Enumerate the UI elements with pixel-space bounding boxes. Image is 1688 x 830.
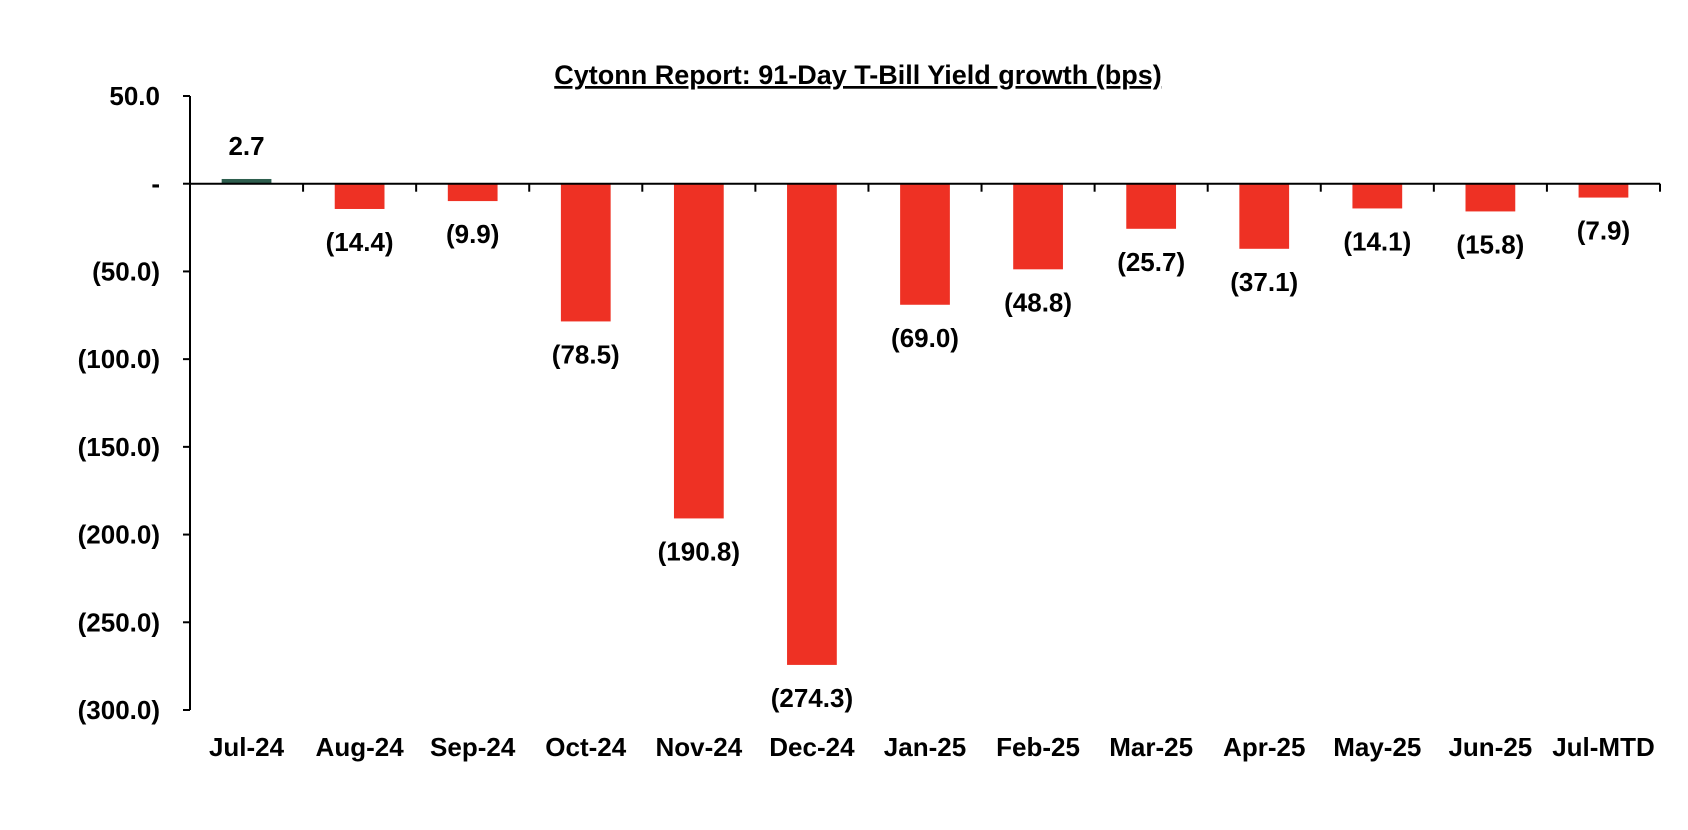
data-label: (15.8) <box>1456 229 1524 259</box>
bar-may-25 <box>1352 183 1403 209</box>
data-label: (78.5) <box>552 339 620 369</box>
bar-feb-25 <box>1013 183 1063 270</box>
bar-nov-24 <box>673 183 724 519</box>
data-label: (7.9) <box>1577 216 1630 246</box>
y-tick-label: (250.0) <box>78 607 160 637</box>
data-labels: 2.7 (14.4) (9.9) (78.5) (190.8) (274.3) (69.0)… <box>228 131 1630 713</box>
x-tick-label: Feb-25 <box>996 732 1080 762</box>
data-label: (190.8) <box>658 536 740 566</box>
bar-jul-24 <box>221 178 272 184</box>
data-label: (14.4) <box>326 227 394 257</box>
x-axis: Jul-24 Aug-24 Sep-24 Oct-24 Nov-24 Dec-24 Jan-… <box>189 182 1661 762</box>
x-tick-label: Sep-24 <box>430 732 516 762</box>
y-tick-label: (300.0) <box>78 695 160 725</box>
bar-mar-25 <box>1126 183 1177 229</box>
data-label: (69.0) <box>891 323 959 353</box>
x-tick-label: Jul-MTD <box>1552 732 1655 762</box>
y-tick-label: 50.0 <box>109 81 160 111</box>
data-label: (274.3) <box>771 683 853 713</box>
data-label: (48.8) <box>1004 287 1072 317</box>
chart-title: Cytonn Report: 91-Day T-Bill Yield growt… <box>554 60 1162 90</box>
x-tick-label: Dec-24 <box>769 732 855 762</box>
data-label: (37.1) <box>1230 267 1298 297</box>
x-tick-label: Jun-25 <box>1448 732 1532 762</box>
bar-jun-25 <box>1465 183 1516 212</box>
x-tick-label: Aug-24 <box>316 732 405 762</box>
x-tick-label: Apr-25 <box>1223 732 1305 762</box>
x-tick-label: Oct-24 <box>545 732 626 762</box>
bar-jul-mtd <box>1578 183 1629 198</box>
bars <box>221 178 1629 665</box>
bar-aug-24 <box>334 183 385 209</box>
y-tick-label: (100.0) <box>78 344 160 374</box>
data-label: (14.1) <box>1343 226 1411 256</box>
data-label: (9.9) <box>446 219 499 249</box>
data-label: 2.7 <box>228 131 264 161</box>
y-tick-label: - <box>151 169 160 199</box>
x-tick-label: Jan-25 <box>884 732 966 762</box>
bar-sep-24 <box>447 183 498 202</box>
x-tick-label: May-25 <box>1333 732 1421 762</box>
bar-oct-24 <box>560 183 611 322</box>
y-axis: 50.0 - (50.0) (100.0) (150.0) (200.0) (250.0) (… <box>78 81 191 725</box>
bar-dec-24 <box>787 183 837 665</box>
y-tick-label: (200.0) <box>78 520 160 550</box>
x-tick-label: Mar-25 <box>1109 732 1193 762</box>
bar-apr-25 <box>1239 183 1290 249</box>
x-tick-label: Jul-24 <box>209 732 285 762</box>
x-tick-label: Nov-24 <box>655 732 742 762</box>
bar-jan-25 <box>900 183 950 305</box>
y-tick-label: (150.0) <box>78 432 160 462</box>
y-tick-label: (50.0) <box>92 256 160 286</box>
data-label: (25.7) <box>1117 247 1185 277</box>
